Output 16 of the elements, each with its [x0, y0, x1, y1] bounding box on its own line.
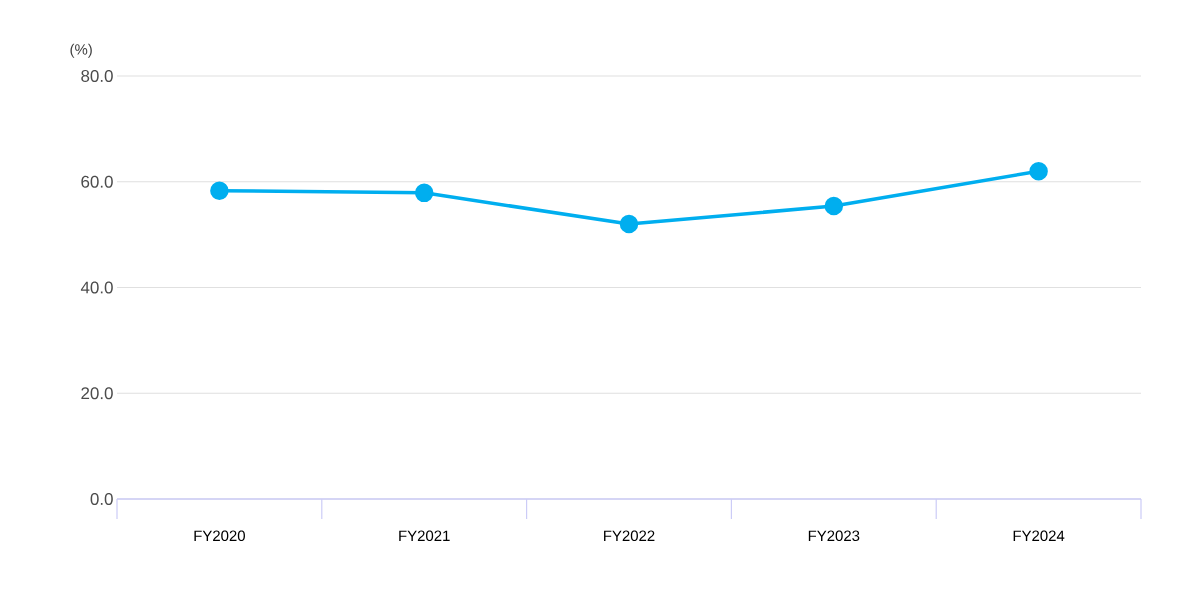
x-tick-label: FY2023	[808, 530, 860, 542]
point	[824, 196, 844, 216]
point	[1029, 161, 1048, 181]
x-tick-label: FY2020	[194, 530, 245, 542]
y-tick-label: 60.0	[81, 175, 113, 188]
y-tick-label: 20.0	[81, 387, 113, 400]
y-tick-label: 80.0	[81, 70, 113, 82]
x-tick-label: FY2022	[604, 530, 655, 542]
x-tick-label: FY2021	[399, 530, 450, 542]
point	[210, 181, 229, 200]
x-tick-label: FY2024	[1013, 530, 1065, 542]
y-tick-label: 0.0	[90, 493, 113, 505]
y-axis-title: (%)	[70, 43, 92, 58]
y-tick-label: 40.0	[80, 281, 113, 294]
point	[619, 214, 639, 234]
point	[414, 183, 434, 203]
